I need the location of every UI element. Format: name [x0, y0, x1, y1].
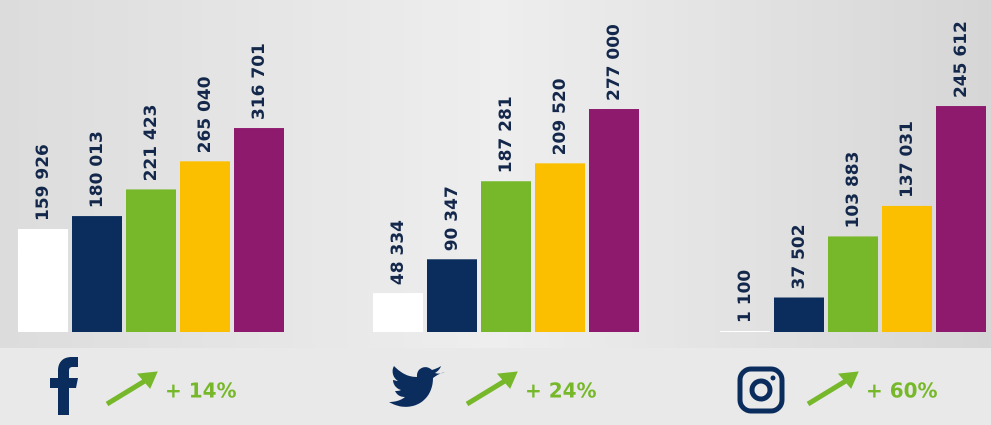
bar [126, 189, 176, 332]
value-label: 245 612 [951, 21, 971, 98]
bar [882, 205, 932, 332]
growth-label: + 60% [866, 379, 938, 403]
bar [427, 259, 477, 332]
bar [481, 181, 531, 332]
value-label: 277 000 [604, 24, 624, 101]
value-label: 103 883 [843, 152, 863, 229]
value-label: 180 013 [87, 131, 107, 208]
growth-label: + 14% [165, 379, 237, 403]
instagram-lens [749, 378, 773, 402]
value-label: 159 926 [33, 144, 53, 221]
bar [828, 236, 878, 332]
value-label: 48 334 [388, 220, 408, 285]
facebook-icon [50, 357, 78, 415]
bar [774, 297, 824, 332]
value-label: 187 281 [496, 96, 516, 173]
bar [936, 106, 986, 332]
value-label: 221 423 [141, 105, 161, 182]
value-label: 265 040 [195, 76, 215, 153]
value-label: 90 347 [442, 186, 462, 251]
value-label: 1 100 [735, 270, 755, 323]
bar [589, 109, 639, 332]
twitter-icon [389, 366, 445, 407]
instagram-dot [770, 375, 776, 381]
bar [234, 128, 284, 332]
value-label: 37 502 [789, 224, 809, 289]
bar [18, 229, 68, 332]
growth-arrows [105, 371, 859, 407]
value-label: 137 031 [897, 121, 917, 198]
bar [72, 216, 122, 332]
value-label: 316 701 [249, 43, 269, 120]
bar [180, 161, 230, 332]
value-label: 209 520 [550, 78, 570, 155]
bar [720, 330, 770, 332]
growth-label: + 24% [525, 379, 597, 403]
instagram-icon [737, 366, 785, 414]
bar [535, 163, 585, 332]
bar [373, 293, 423, 332]
